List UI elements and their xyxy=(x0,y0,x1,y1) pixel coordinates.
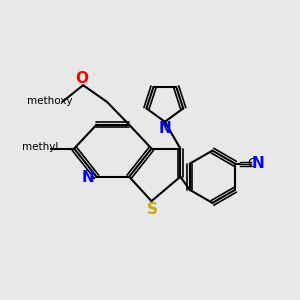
Text: N: N xyxy=(159,122,172,136)
Text: N: N xyxy=(252,156,265,171)
Text: N: N xyxy=(82,170,94,185)
Text: C: C xyxy=(247,157,256,170)
Text: O: O xyxy=(75,71,88,86)
Text: methoxy: methoxy xyxy=(27,96,73,106)
Text: S: S xyxy=(147,202,158,217)
Text: methyl: methyl xyxy=(22,142,58,152)
